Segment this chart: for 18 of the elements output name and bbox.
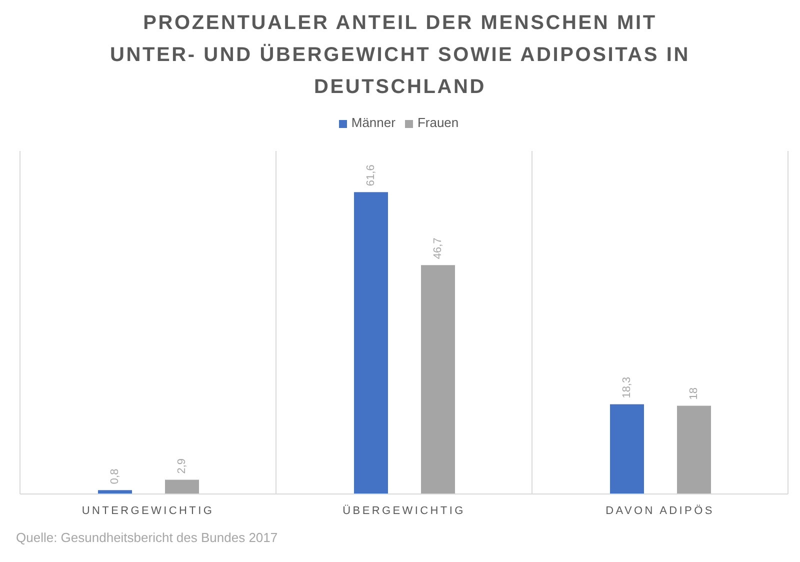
data-label: 18,3 [621, 376, 633, 398]
x-tick-label: ÜBERGEWICHTIG [342, 504, 466, 517]
legend-label: Frauen [417, 115, 459, 130]
bar [165, 480, 199, 494]
bar [354, 192, 388, 494]
bar [421, 265, 455, 494]
bar [610, 404, 644, 494]
source-note: Quelle: Gesundheitsbericht des Bundes 2017 [16, 530, 278, 545]
data-label: 0,8 [109, 468, 121, 484]
data-label: 2,9 [176, 458, 188, 474]
legend-label: Männer [351, 115, 396, 130]
data-label: 61,6 [365, 164, 377, 186]
x-tick-label: DAVON ADIPÖS [606, 504, 714, 517]
chart-title: PROZENTUALER ANTEIL DER MENSCHEN MIT UNTER- UND ÜBERGEWICHT SOWIE ADIPOSITAS IN DEUTSCHLAND [108, 11, 692, 100]
data-label: 46,7 [432, 238, 444, 260]
bar [677, 406, 711, 494]
x-tick-label: UNTERGEWICHTIG [82, 505, 214, 517]
data-label: 18 [688, 388, 700, 400]
